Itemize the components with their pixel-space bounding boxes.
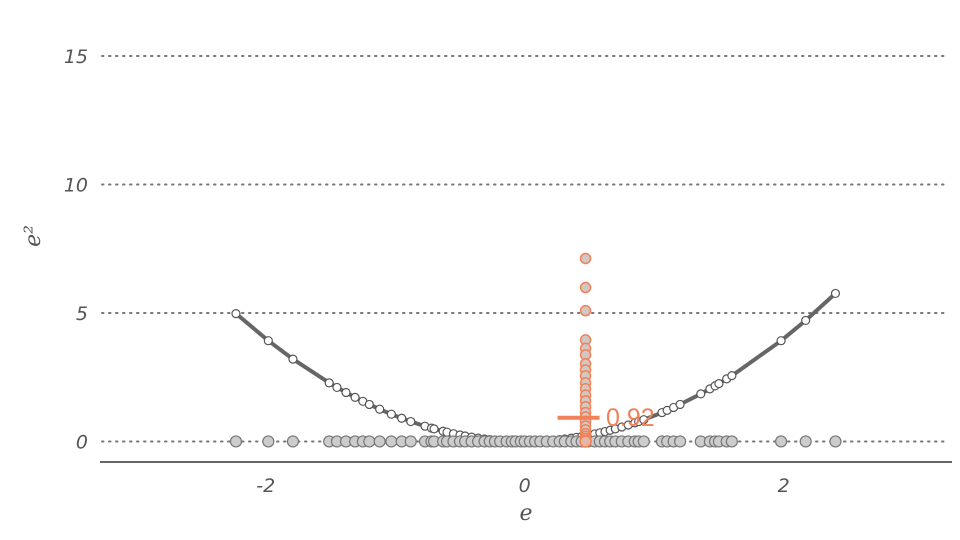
- curve-point: [350, 392, 360, 402]
- curve-point: [397, 413, 407, 423]
- x-tick-label: 2: [778, 475, 790, 497]
- y-tick-label: 15: [64, 46, 88, 68]
- x-tick-label: 0: [519, 475, 531, 497]
- curve-point: [375, 404, 385, 414]
- y-tick-label: 10: [64, 174, 88, 196]
- highlight-point: [579, 252, 592, 265]
- residual-point: [829, 435, 842, 448]
- highlight-point: [579, 304, 592, 317]
- residual-point: [229, 435, 243, 448]
- highlight-group: [557, 252, 600, 448]
- curve-point: [231, 309, 241, 319]
- residual-point: [385, 435, 398, 448]
- highlight-point: [579, 281, 592, 294]
- curve-point: [332, 382, 342, 393]
- curve-point: [406, 416, 416, 427]
- residual-point: [799, 435, 812, 448]
- residual-point: [262, 435, 275, 448]
- x-tick-label: -2: [256, 475, 275, 497]
- curve-point: [830, 288, 841, 299]
- curve-point: [714, 379, 724, 389]
- residual-point: [404, 435, 417, 448]
- curve-point: [324, 378, 334, 388]
- curve-point: [263, 336, 273, 346]
- squared-residual-curve: [234, 291, 838, 444]
- curve-point: [364, 399, 374, 410]
- residual-point: [774, 435, 788, 448]
- residual-point: [725, 435, 738, 448]
- residual-points: [229, 435, 842, 448]
- curve-point: [639, 415, 649, 425]
- curve-point: [696, 389, 706, 399]
- residual-point: [673, 435, 687, 448]
- curve-point: [341, 387, 351, 398]
- curve-point: [776, 336, 786, 346]
- residual-point: [286, 435, 300, 448]
- curve-point: [288, 354, 298, 364]
- x-axis-title: e: [519, 501, 532, 526]
- curve-point: [429, 424, 439, 434]
- curve-point: [801, 315, 811, 326]
- y-tick-label: 0: [76, 431, 88, 453]
- highlight-base-point: [579, 435, 592, 448]
- y-tick-labels: 0 5 10 15: [64, 46, 88, 453]
- residual-point: [637, 435, 650, 448]
- y-axis-title: e²: [21, 225, 46, 247]
- mean-annotation: 0.92: [606, 404, 655, 432]
- curve-point: [727, 371, 737, 381]
- residual-point: [373, 435, 386, 448]
- x-tick-labels: -2 0 2: [256, 475, 789, 497]
- gridlines: [101, 54, 949, 443]
- residual-point: [363, 435, 376, 448]
- curve-point: [675, 399, 685, 410]
- y-tick-label: 5: [76, 303, 88, 325]
- curve-point: [386, 409, 396, 419]
